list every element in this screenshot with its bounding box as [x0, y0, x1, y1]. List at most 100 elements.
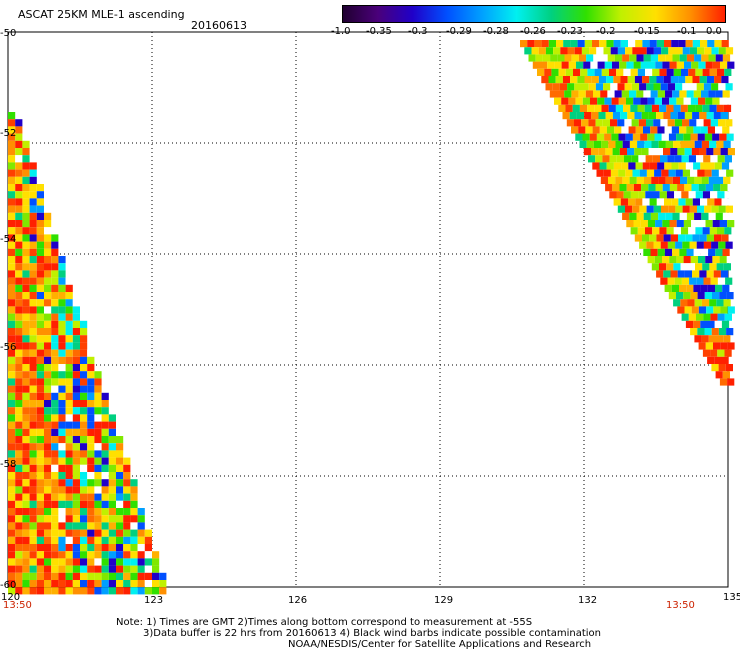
swath-cell	[682, 119, 690, 127]
swath-cell	[534, 40, 542, 48]
swath-cell	[58, 349, 66, 357]
swath-cell	[8, 140, 16, 148]
swath-cell	[640, 61, 648, 69]
swath-cell	[94, 536, 102, 544]
swath-cell	[36, 457, 44, 465]
swath-cell	[58, 364, 66, 372]
swath-cell	[22, 407, 30, 415]
swath-cell	[36, 551, 44, 559]
swath-cell	[689, 47, 698, 55]
swath-cell	[723, 263, 731, 271]
swath-cell	[629, 90, 637, 98]
swath-cell	[669, 220, 677, 228]
swath-cell	[87, 551, 95, 559]
swath-cell	[72, 428, 80, 436]
swath-cell	[80, 500, 88, 508]
swath-cell	[15, 328, 23, 336]
swath-cell	[44, 385, 52, 393]
swath-cell	[636, 176, 644, 184]
swath-cell	[665, 140, 674, 148]
swath-cell	[36, 191, 44, 199]
swath-cell	[15, 479, 23, 487]
swath-cell	[720, 112, 729, 120]
swath-cell	[15, 486, 23, 494]
swath-cell	[8, 198, 16, 206]
swath-cell	[578, 54, 587, 62]
swath-cell	[579, 140, 587, 148]
swath-cell	[610, 119, 618, 127]
swath-cell	[717, 191, 725, 199]
swath-cell	[123, 551, 131, 559]
swath-cell	[80, 565, 88, 573]
swath-cell	[29, 198, 37, 206]
swath-cell	[683, 256, 691, 264]
swath-cell	[87, 587, 95, 595]
swath-cell	[116, 508, 124, 516]
swath-cell	[22, 508, 30, 516]
swath-cell	[570, 40, 578, 48]
swath-cell	[58, 320, 66, 328]
swath-cell	[29, 184, 37, 192]
swath-cell	[715, 212, 723, 220]
swath-cell	[698, 220, 706, 228]
swath-cell	[51, 320, 59, 328]
swath-cell	[715, 90, 723, 98]
swath-cell	[675, 47, 683, 55]
swath-cell	[8, 436, 16, 444]
swath-cell	[700, 126, 708, 134]
swath-cell	[36, 184, 44, 192]
swath-cell	[706, 270, 714, 278]
swath-cell	[51, 580, 59, 588]
swath-cell	[693, 284, 701, 292]
swath-cell	[674, 277, 682, 285]
swath-cell	[94, 515, 102, 523]
swath-cell	[36, 544, 44, 552]
swath-cell	[706, 148, 714, 156]
swath-cell	[8, 342, 16, 350]
swath-cell	[101, 486, 109, 494]
swath-cell	[699, 112, 707, 120]
swath-cell	[116, 472, 124, 480]
swath-cell	[8, 126, 16, 134]
swath-cell	[51, 414, 59, 422]
swath-cell	[8, 536, 16, 544]
swath-cell	[8, 148, 16, 156]
swath-cell	[29, 515, 37, 523]
latitude-label: -58	[0, 459, 17, 470]
swath-cell	[555, 76, 563, 84]
swath-cell	[65, 486, 73, 494]
swath-cell	[637, 68, 645, 76]
swath-cell	[137, 572, 145, 580]
swath-cell	[638, 155, 646, 163]
swath-cell	[8, 169, 16, 177]
swath-cell	[679, 54, 687, 62]
swath-cell	[642, 40, 650, 48]
swath-cell	[15, 227, 23, 235]
swath-cell	[51, 421, 59, 429]
swath-cell	[15, 234, 23, 242]
swath-cell	[36, 515, 44, 523]
swath-cell	[22, 479, 30, 487]
swath-cell	[22, 457, 30, 465]
swath-cell	[22, 248, 30, 256]
swath-cell	[22, 313, 30, 321]
swath-cell	[686, 212, 695, 220]
swath-cell	[649, 76, 657, 84]
swath-cell	[645, 191, 653, 199]
swath-cell	[65, 536, 73, 544]
swath-cell	[80, 328, 88, 336]
swath-cell	[663, 112, 671, 120]
swath-cell	[29, 493, 37, 501]
swath-cell	[65, 493, 73, 501]
swath-cell	[22, 364, 30, 372]
swath-cell	[717, 68, 725, 76]
swath-cell	[622, 212, 630, 220]
swath-cell	[94, 529, 102, 537]
swath-cell	[15, 263, 23, 271]
swath-cell	[51, 493, 59, 501]
swath-cell	[65, 371, 73, 379]
swath-cell	[152, 580, 160, 588]
swath-cell	[650, 54, 659, 62]
swath-cell	[650, 248, 658, 256]
swath-cell	[701, 212, 709, 220]
